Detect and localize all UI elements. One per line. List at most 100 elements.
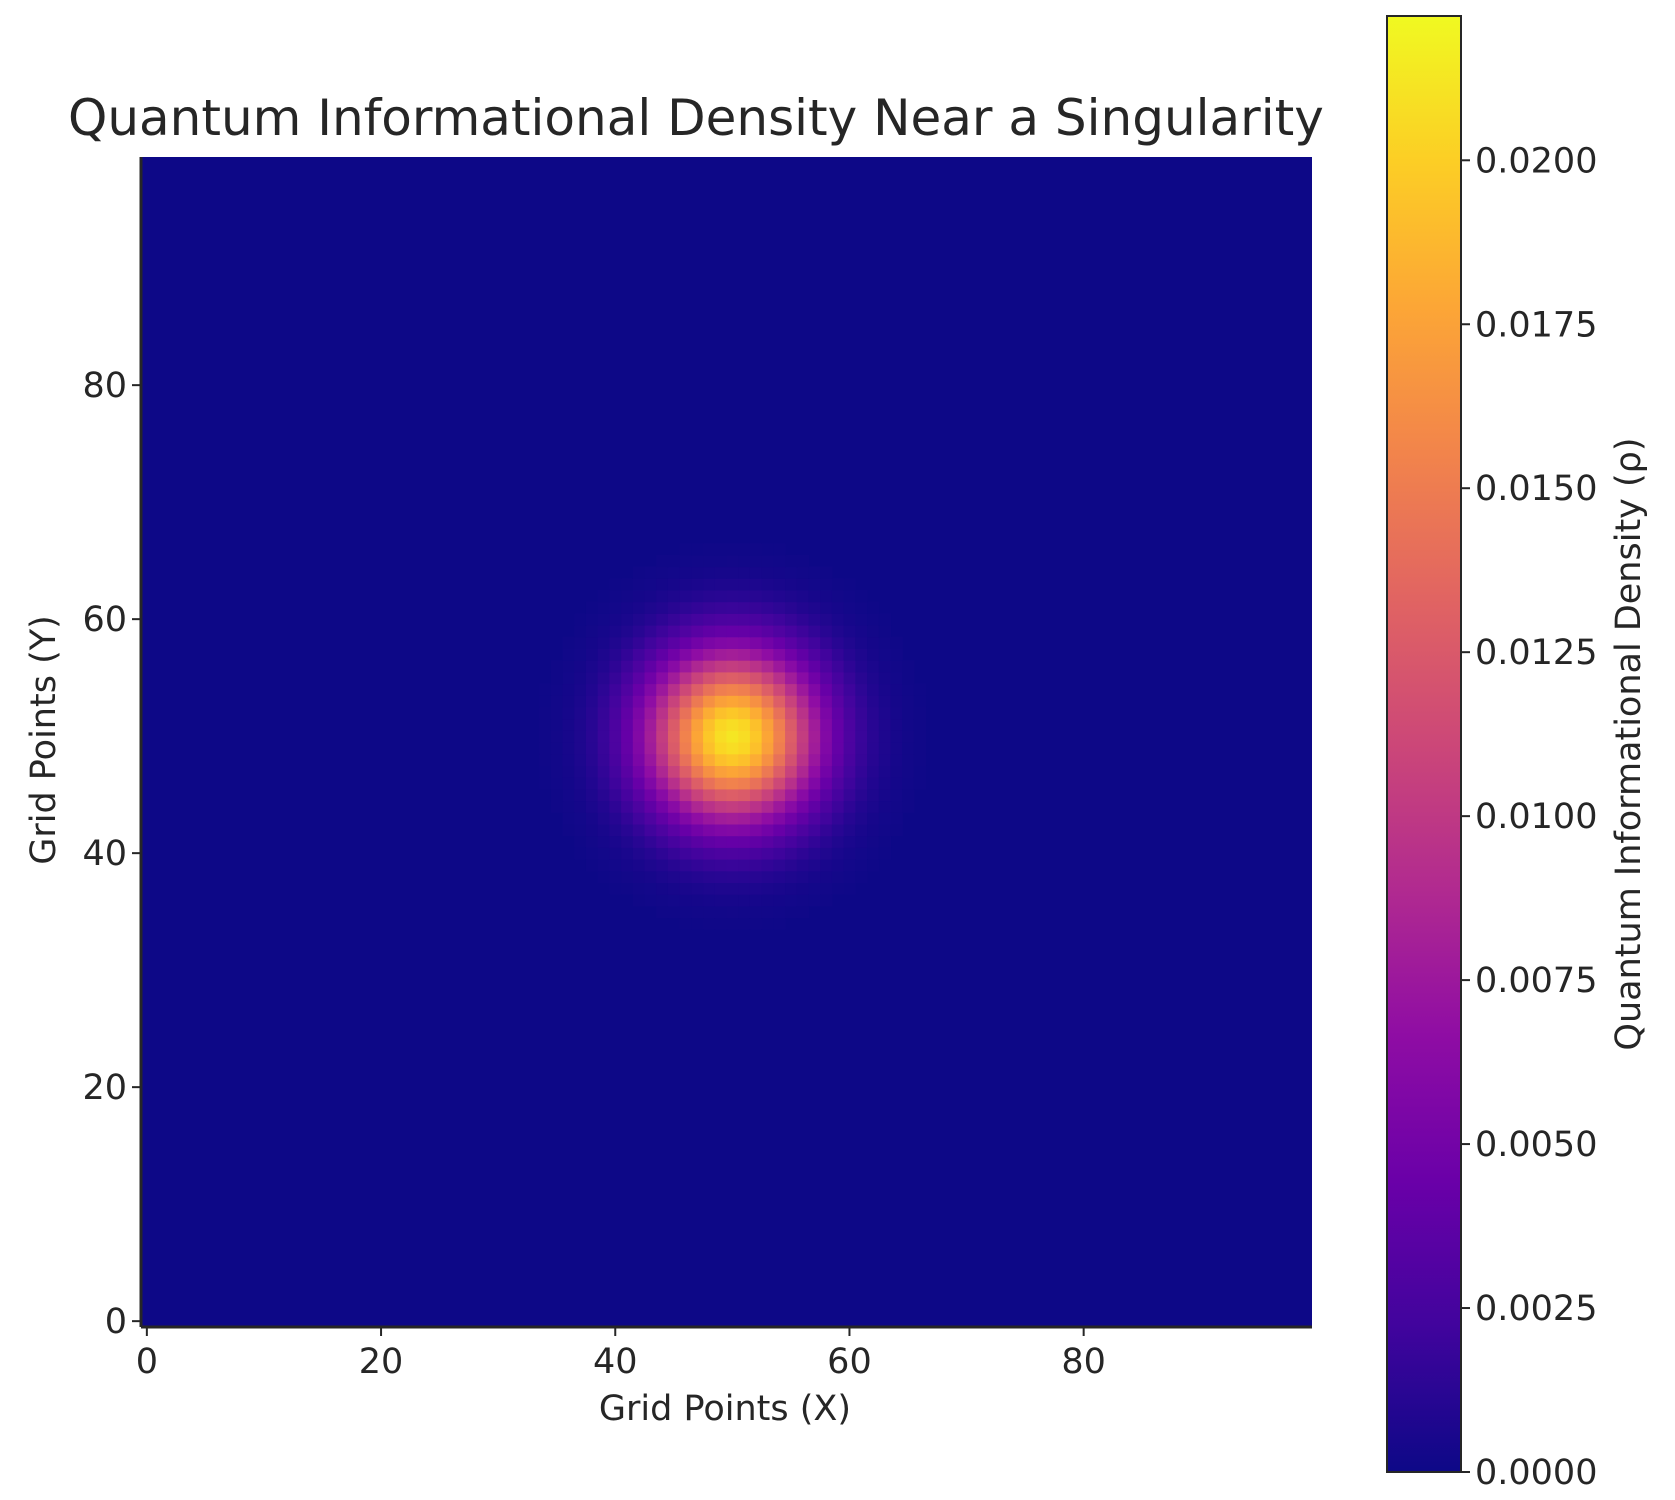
heatmap-cell <box>691 566 704 579</box>
heatmap-cell <box>855 835 868 848</box>
heatmap-cell <box>749 601 763 614</box>
heatmap-cell <box>726 917 739 930</box>
heatmap-cell <box>597 648 610 661</box>
heatmap-cell <box>902 753 915 766</box>
heatmap-cell <box>867 859 880 872</box>
heatmap-cell <box>831 613 845 626</box>
y-tick-label: 40 <box>82 834 127 874</box>
heatmap-cell <box>714 589 728 603</box>
heatmap-cell <box>726 543 739 556</box>
heatmap-cell <box>656 695 669 708</box>
heatmap-cell <box>609 683 622 696</box>
heatmap-cell <box>667 625 681 638</box>
heatmap-cell <box>878 613 892 626</box>
heatmap-cell <box>656 753 669 766</box>
heatmap-cell <box>667 882 681 895</box>
heatmap-cell <box>808 625 821 638</box>
heatmap-cell <box>831 660 845 673</box>
heatmap-cell <box>703 812 716 825</box>
heatmap-cell <box>738 636 751 649</box>
heatmap-cell <box>691 894 704 907</box>
heatmap-cell <box>621 870 634 883</box>
heatmap-cell <box>878 648 892 661</box>
heatmap-cell <box>808 788 821 802</box>
heatmap-cell <box>609 847 622 860</box>
heatmap-cell <box>597 660 610 673</box>
heatmap-cell <box>749 730 763 743</box>
heatmap-cell <box>855 636 868 649</box>
heatmap-cell <box>597 835 610 848</box>
heatmap-cell <box>867 800 880 813</box>
heatmap-cell <box>644 730 657 743</box>
heatmap-cell <box>726 706 739 720</box>
heatmap-cell <box>691 660 704 673</box>
heatmap-cell <box>597 683 610 696</box>
heatmap-cell <box>679 870 692 883</box>
heatmap-cell <box>773 812 786 825</box>
heatmap-cell <box>679 730 692 743</box>
heatmap-cell <box>820 788 833 802</box>
heatmap-cell <box>667 695 681 708</box>
heatmap-cell <box>773 859 786 872</box>
heatmap-cell <box>808 660 821 673</box>
heatmap-cell <box>773 601 786 614</box>
heatmap-cell <box>609 613 622 626</box>
heatmap-cell <box>562 823 575 837</box>
heatmap-cell <box>796 706 810 720</box>
heatmap-cell <box>609 718 622 731</box>
heatmap-cell <box>773 823 786 837</box>
heatmap-cell <box>773 636 786 649</box>
heatmap-cell <box>585 812 599 825</box>
heatmap-cell <box>761 777 774 790</box>
heatmap-cell <box>867 613 880 626</box>
heatmap-cell <box>773 788 786 802</box>
heatmap-cell <box>562 683 575 696</box>
heatmap-cell <box>667 683 681 696</box>
heatmap-cell <box>726 671 739 685</box>
y-axis-label: Grid Points (Y) <box>24 615 64 865</box>
heatmap-cell <box>808 718 821 731</box>
heatmap-cell <box>691 648 704 661</box>
heatmap-cell <box>621 777 634 790</box>
heatmap-cell <box>867 718 880 731</box>
heatmap-cell <box>656 660 669 673</box>
heatmap-cell <box>843 625 856 638</box>
heatmap-cell <box>796 589 810 603</box>
heatmap-cell <box>585 730 599 743</box>
heatmap-cell <box>831 788 845 802</box>
heatmap-cell <box>714 554 728 568</box>
heatmap-cell <box>785 636 798 649</box>
heatmap-cell <box>878 777 892 790</box>
heatmap-cell <box>796 730 810 743</box>
heatmap-cell <box>902 683 915 696</box>
heatmap-cell <box>632 613 646 626</box>
heatmap-cell <box>796 765 810 778</box>
heatmap-cell <box>691 683 704 696</box>
heatmap-cell <box>550 777 564 790</box>
heatmap-cell <box>843 589 856 603</box>
heatmap-cell <box>621 753 634 766</box>
heatmap-cell <box>679 777 692 790</box>
heatmap-cell <box>902 695 915 708</box>
heatmap-cell <box>667 554 681 568</box>
colorbar-tick-label: 0.0000 <box>1475 1453 1597 1493</box>
heatmap-cell <box>773 870 786 883</box>
heatmap-cell <box>597 777 610 790</box>
heatmap-cell <box>785 835 798 848</box>
heatmap-cell <box>621 706 634 720</box>
heatmap-cell <box>691 800 704 813</box>
heatmap-cell <box>913 742 927 755</box>
heatmap-cell <box>703 636 716 649</box>
heatmap-cell <box>867 730 880 743</box>
heatmap-cell <box>749 566 763 579</box>
heatmap-cell <box>796 788 810 802</box>
heatmap-cell <box>820 706 833 720</box>
heatmap-cell <box>796 800 810 813</box>
heatmap-cell <box>714 777 728 790</box>
heatmap-cell <box>714 870 728 883</box>
heatmap-cell <box>831 742 845 755</box>
heatmap-cell <box>785 788 798 802</box>
heatmap-cell <box>691 578 704 591</box>
heatmap-cell <box>902 671 915 685</box>
heatmap-cell <box>644 566 657 579</box>
